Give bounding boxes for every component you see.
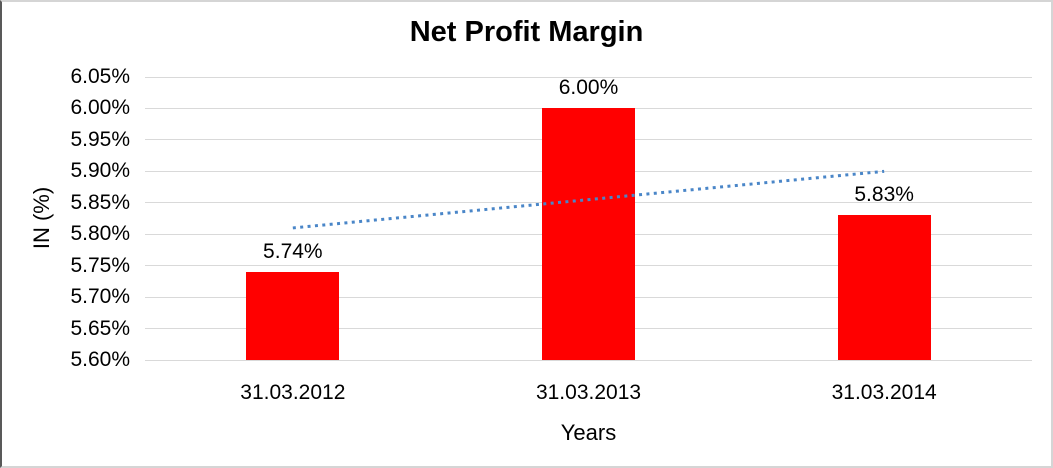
y-tick-label: 5.60% — [70, 348, 130, 371]
y-tick-label: 6.00% — [70, 96, 130, 120]
trendline — [292, 169, 885, 230]
y-tick-label: 5.90% — [70, 159, 130, 183]
y-tick-label: 5.75% — [70, 253, 130, 277]
bar-value-label: 6.00% — [558, 76, 619, 100]
y-tick-label: 5.95% — [70, 127, 130, 151]
bar-value-label: 5.74% — [263, 239, 323, 263]
plot-area: 5.74% 6.00% 5.83% — [145, 76, 1032, 361]
chart-title: Net Profit Margin — [409, 16, 644, 48]
x-tick-label: 31.03.2013 — [535, 381, 642, 404]
bar — [246, 271, 340, 360]
gridline — [145, 359, 1032, 361]
x-tick-label: 31.03.2012 — [240, 381, 346, 404]
y-tick-label: 5.85% — [70, 190, 130, 214]
gridline — [145, 76, 1032, 78]
y-tick-label: 5.65% — [70, 316, 130, 340]
trendline-layer — [292, 169, 885, 230]
bar — [542, 108, 635, 360]
x-axis-title: Years — [560, 420, 617, 445]
y-tick-label: 6.05% — [70, 65, 130, 88]
y-tick-label: 5.70% — [70, 285, 130, 309]
y-tick-label: 5.80% — [70, 222, 130, 246]
bar — [837, 215, 931, 360]
x-tick-label: 31.03.2014 — [831, 381, 937, 404]
bar-value-label: 5.83% — [854, 183, 914, 207]
